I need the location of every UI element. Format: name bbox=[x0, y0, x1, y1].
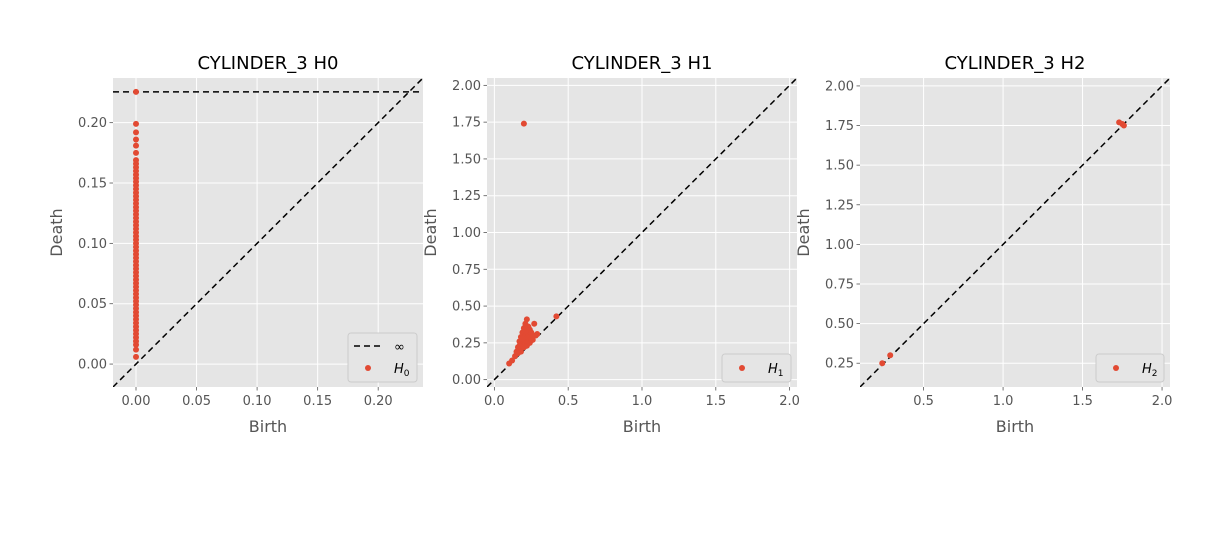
chart-panel-1: 0.0 0.5 1.0 1.5 2.0 0.00 0.25 0.50 0.75 1.00 1.25 1… bbox=[421, 53, 800, 436]
x-tick-label: 0.20 bbox=[364, 394, 393, 409]
y-tick-label: 0.50 bbox=[452, 300, 481, 315]
diagonal-line bbox=[113, 78, 423, 387]
x-tick-label: 0.05 bbox=[182, 394, 211, 409]
data-point bbox=[531, 320, 538, 327]
legend: H2 bbox=[1095, 353, 1165, 383]
y-tick-label: 1.00 bbox=[825, 238, 854, 253]
y-tick-label: 0.25 bbox=[825, 357, 854, 372]
x-tick-label: 0.0 bbox=[484, 394, 505, 409]
y-tick-label: 0.75 bbox=[825, 278, 854, 293]
legend-label-text: ∞ bbox=[394, 340, 405, 355]
y-tick-label: 0.25 bbox=[452, 336, 481, 351]
legend-label: H0 bbox=[394, 362, 410, 379]
chart-title: CYLINDER_3 H1 bbox=[572, 53, 713, 74]
plot-area bbox=[113, 78, 423, 387]
chart-panel-0: 0.00 0.05 0.10 0.15 0.20 0.00 0.05 0.10 0.15 0.20… bbox=[47, 53, 423, 436]
y-tick-label: 1.00 bbox=[452, 226, 481, 241]
data-point bbox=[520, 120, 527, 127]
y-tick-label: 1.75 bbox=[452, 116, 481, 131]
data-point bbox=[516, 342, 523, 349]
y-tick-label: 0.05 bbox=[78, 297, 107, 312]
data-point bbox=[509, 357, 516, 364]
data-point bbox=[887, 352, 894, 359]
legend: H1 bbox=[721, 353, 792, 383]
data-point bbox=[133, 142, 140, 149]
data-point bbox=[133, 136, 140, 143]
legend-label: H2 bbox=[1142, 362, 1158, 379]
legend-label-subscript: 1 bbox=[778, 369, 784, 379]
diagonal-line bbox=[860, 78, 1170, 387]
x-tick-label: 2.0 bbox=[1152, 394, 1173, 409]
y-axis-label: Death bbox=[421, 208, 440, 256]
legend: ∞ H0 bbox=[347, 332, 418, 383]
legend-box bbox=[721, 353, 792, 383]
y-tick-label: 0.00 bbox=[452, 373, 481, 388]
legend-box bbox=[1095, 353, 1165, 383]
x-axis-label: Birth bbox=[996, 417, 1034, 436]
plot-area bbox=[487, 78, 797, 387]
y-tick-label: 0.20 bbox=[78, 116, 107, 131]
y-tick-label: 1.25 bbox=[825, 198, 854, 213]
data-point bbox=[534, 331, 541, 338]
legend-label-text: H bbox=[768, 362, 778, 377]
y-tick-label: 1.75 bbox=[825, 119, 854, 134]
legend-label-text: H bbox=[1142, 362, 1152, 377]
data-point bbox=[133, 129, 140, 136]
x-tick-label: 1.5 bbox=[705, 394, 726, 409]
y-tick-label: 0.50 bbox=[825, 317, 854, 332]
legend-point-marker bbox=[365, 365, 371, 371]
y-tick-label: 2.00 bbox=[825, 79, 854, 94]
legend-label: ∞ bbox=[394, 340, 405, 355]
y-tick-label: 1.50 bbox=[452, 152, 481, 167]
legend-label: H1 bbox=[768, 362, 784, 379]
data-point bbox=[133, 157, 140, 164]
legend-label-subscript: 2 bbox=[1152, 369, 1158, 379]
data-point bbox=[519, 335, 526, 342]
data-point bbox=[879, 360, 886, 367]
y-tick-label: 1.25 bbox=[452, 189, 481, 204]
x-tick-label: 2.0 bbox=[779, 394, 800, 409]
y-tick-label: 1.50 bbox=[825, 159, 854, 174]
chart-title: CYLINDER_3 H2 bbox=[945, 53, 1086, 74]
y-tick-label: 0.00 bbox=[78, 358, 107, 373]
y-tick-label: 0.75 bbox=[452, 263, 481, 278]
legend-point-marker bbox=[1113, 365, 1119, 371]
y-axis-label: Death bbox=[794, 208, 813, 256]
legend-label-text: H bbox=[394, 362, 404, 377]
chart-panel-2: 0.5 1.0 1.5 2.0 0.25 0.50 0.75 1.00 1.25 1.50 1.75… bbox=[794, 53, 1172, 436]
data-point bbox=[133, 346, 140, 353]
x-tick-label: 1.5 bbox=[1072, 394, 1093, 409]
x-axis-label: Birth bbox=[249, 417, 287, 436]
x-tick-label: 1.0 bbox=[993, 394, 1014, 409]
y-tick-label: 2.00 bbox=[452, 79, 481, 94]
data-point bbox=[517, 348, 524, 355]
x-axis-label: Birth bbox=[623, 417, 661, 436]
plot-area bbox=[860, 78, 1170, 387]
x-tick-label: 0.10 bbox=[243, 394, 272, 409]
x-tick-label: 0.5 bbox=[558, 394, 579, 409]
data-point bbox=[523, 316, 530, 323]
data-point bbox=[133, 353, 140, 360]
x-tick-label: 0.15 bbox=[303, 394, 332, 409]
x-tick-label: 0.00 bbox=[122, 394, 151, 409]
data-point bbox=[133, 149, 140, 156]
x-tick-label: 1.0 bbox=[632, 394, 653, 409]
y-tick-label: 0.10 bbox=[78, 237, 107, 252]
data-point bbox=[1120, 122, 1127, 129]
legend-label-subscript: 0 bbox=[404, 369, 410, 379]
y-tick-label: 0.15 bbox=[78, 177, 107, 192]
y-axis-label: Death bbox=[47, 208, 66, 256]
data-point bbox=[553, 313, 560, 320]
data-point bbox=[133, 88, 140, 95]
legend-point-marker bbox=[739, 365, 745, 371]
data-point bbox=[522, 328, 529, 335]
data-point bbox=[133, 120, 140, 127]
chart-title: CYLINDER_3 H0 bbox=[198, 53, 339, 74]
x-tick-label: 0.5 bbox=[913, 394, 934, 409]
